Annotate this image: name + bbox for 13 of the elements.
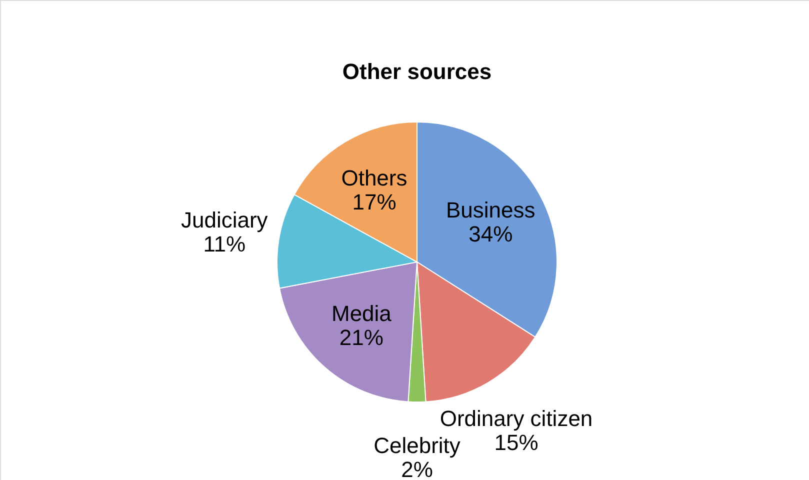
data-label: 11% xyxy=(203,231,246,256)
chart-title: Other sources xyxy=(342,59,492,84)
slice-label: Business xyxy=(446,198,536,223)
data-label: 2% xyxy=(401,457,433,480)
slice-label: Media xyxy=(331,301,392,326)
slice-label: Others xyxy=(341,166,408,191)
data-label: 34% xyxy=(468,222,513,247)
slice-label: Judiciary xyxy=(180,207,268,232)
slice-label: Ordinary citizen xyxy=(440,406,593,431)
slice-label: Celebrity xyxy=(374,433,460,458)
data-label: 21% xyxy=(339,325,384,350)
data-label: 17% xyxy=(352,190,396,215)
data-label: 15% xyxy=(494,430,538,455)
